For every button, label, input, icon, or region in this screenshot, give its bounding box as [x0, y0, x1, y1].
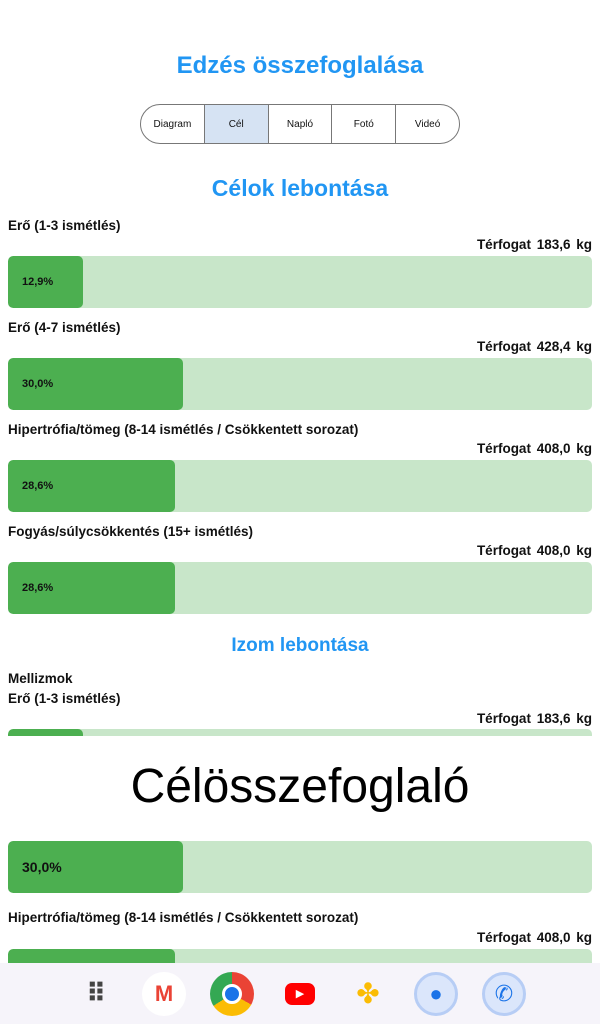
goal-volume: Térfogat 428,4 kg — [476, 339, 592, 354]
phone-icon[interactable]: ✆ — [482, 971, 526, 1016]
muscle-progress-bar: 30,0% — [8, 841, 592, 893]
progress-fill: 12,9% — [8, 256, 84, 308]
goal-progress-bar: 30,0% — [8, 358, 592, 410]
goal-volume: Térfogat 408,0 kg — [476, 441, 592, 456]
messages-icon[interactable]: ● — [414, 971, 458, 1016]
tab-photo[interactable]: Fotó — [331, 105, 395, 143]
goal-label: Hipertrófia/tömeg (8-14 ismétlés / Csökk… — [8, 422, 359, 437]
chrome-icon[interactable] — [210, 971, 254, 1016]
tab-log[interactable]: Napló — [267, 105, 332, 143]
gmail-icon[interactable]: M — [142, 971, 186, 1016]
goal-volume: Térfogat 183,6 kg — [476, 237, 592, 252]
goal-progress-bar: 12,9% — [8, 256, 592, 308]
overlay-title: Célösszefoglaló — [0, 736, 600, 836]
app-dock: ⠿ M ▶ ✤ ● ✆ — [0, 963, 600, 1024]
goal-progress-bar: 28,6% — [8, 562, 592, 614]
goal-label: Erő (4-7 ismétlés) — [8, 320, 121, 335]
tab-goal[interactable]: Cél — [203, 105, 268, 143]
goals-title: Célok lebontása — [211, 175, 389, 201]
muscle-name: Mellizmok — [8, 671, 73, 686]
youtube-icon[interactable]: ▶ — [278, 972, 322, 1016]
muscle-goal-volume: Térfogat 183,6 kg — [476, 711, 592, 726]
progress-fill: 30,0% — [8, 841, 184, 893]
apps-grid-icon[interactable]: ⠿ — [85, 978, 107, 1008]
page-title: Edzés összefoglalása — [176, 52, 424, 79]
muscle-goal-label: Erő (1-3 ismétlés) — [8, 691, 121, 706]
goal-label: Erő (1-3 ismétlés) — [8, 218, 121, 233]
tab-video[interactable]: Videó — [395, 105, 459, 143]
muscle-title: Izom lebontása — [231, 635, 369, 656]
goal-label: Fogyás/súlycsökkentés (15+ ismétlés) — [8, 524, 253, 539]
muscle-goal-label: Hipertrófia/tömeg (8-14 ismétlés / Csökk… — [8, 910, 359, 925]
goal-progress-bar: 28,6% — [8, 460, 592, 512]
goal-volume: Térfogat 408,0 kg — [476, 543, 592, 558]
progress-fill: 28,6% — [8, 562, 176, 614]
photos-icon[interactable]: ✤ — [356, 978, 380, 1009]
muscle-goal-volume: Térfogat 408,0 kg — [476, 930, 592, 945]
segmented-tabs: Diagram Cél Napló Fotó Videó — [140, 104, 460, 144]
tab-diagram[interactable]: Diagram — [153, 118, 192, 130]
progress-fill: 30,0% — [8, 358, 184, 410]
progress-fill: 28,6% — [8, 460, 176, 512]
